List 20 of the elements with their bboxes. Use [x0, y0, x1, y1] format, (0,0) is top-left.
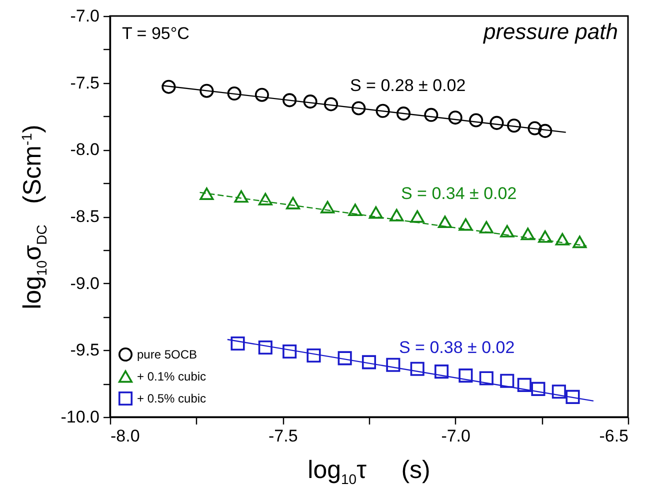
y-tick-label: -7.0 [70, 6, 100, 26]
y-tick-label: -8.5 [70, 207, 100, 226]
x-tick-label: -8.0 [110, 426, 140, 446]
legend-label: + 0.5% cubic [137, 392, 206, 406]
annotation: pressure path [482, 19, 618, 44]
y-tick-label: -7.5 [70, 73, 100, 92]
annotation: S = 0.34 ± 0.02 [401, 184, 517, 203]
y-tick-label: -9.0 [70, 274, 100, 293]
legend-label: pure 5OCB [137, 348, 198, 362]
y-tick-label: -9.5 [70, 340, 100, 360]
x-tick-label: -6.5 [599, 426, 628, 446]
annotation: S = 0.38 ± 0.02 [399, 338, 515, 357]
y-tick-label: -8.0 [70, 140, 100, 160]
x-tick-label: -7.5 [268, 426, 298, 446]
x-tick-label: -7.0 [441, 426, 470, 446]
annotation: S = 0.28 ± 0.02 [350, 76, 466, 95]
legend-label: + 0.1% cubic [137, 370, 206, 384]
annotation: T = 95°C [122, 24, 190, 43]
y-tick-label: -10.0 [60, 408, 100, 426]
x-axis-title: log$_{10}$τ (s) [308, 456, 430, 487]
